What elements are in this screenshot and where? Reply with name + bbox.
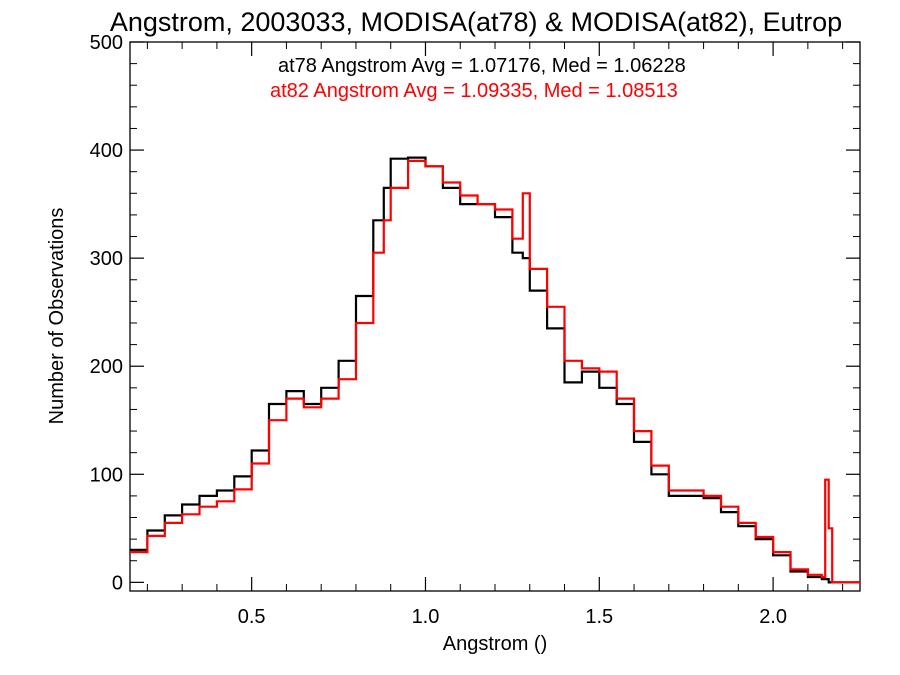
x-tick-label: 2.0 [759, 606, 787, 628]
x-tick-labels: 0.5 1.0 1.5 2.0 [238, 606, 787, 628]
y-tick-labels: 0 100 200 300 400 500 [90, 32, 123, 594]
x-tick-label: 0.5 [238, 606, 266, 628]
series-layer [130, 156, 860, 584]
plot-frame [129, 41, 861, 592]
x-tick-label: 1.5 [585, 606, 613, 628]
y-tick-label: 400 [90, 140, 123, 162]
y-tick-label: 500 [90, 32, 123, 54]
y-tick-label: 0 [112, 572, 123, 594]
series-line-at82 [130, 159, 860, 584]
y-tick-label: 200 [90, 356, 123, 378]
y-tick-label: 100 [90, 464, 123, 486]
x-axis-label: Angstrom () [443, 633, 547, 655]
annotation-at78: at78 Angstrom Avg = 1.07176, Med = 1.062… [278, 55, 686, 77]
annotation-at82: at82 Angstrom Avg = 1.09335, Med = 1.085… [270, 80, 678, 102]
chart-title: Angstrom, 2003033, MODISA(at78) & MODISA… [110, 7, 842, 37]
series-line-at78 [130, 156, 860, 584]
y-tick-label: 300 [90, 248, 123, 270]
axis-ticks [130, 41, 860, 591]
y-axis-label: Number of Observations [46, 208, 68, 425]
x-tick-label: 1.0 [412, 606, 440, 628]
